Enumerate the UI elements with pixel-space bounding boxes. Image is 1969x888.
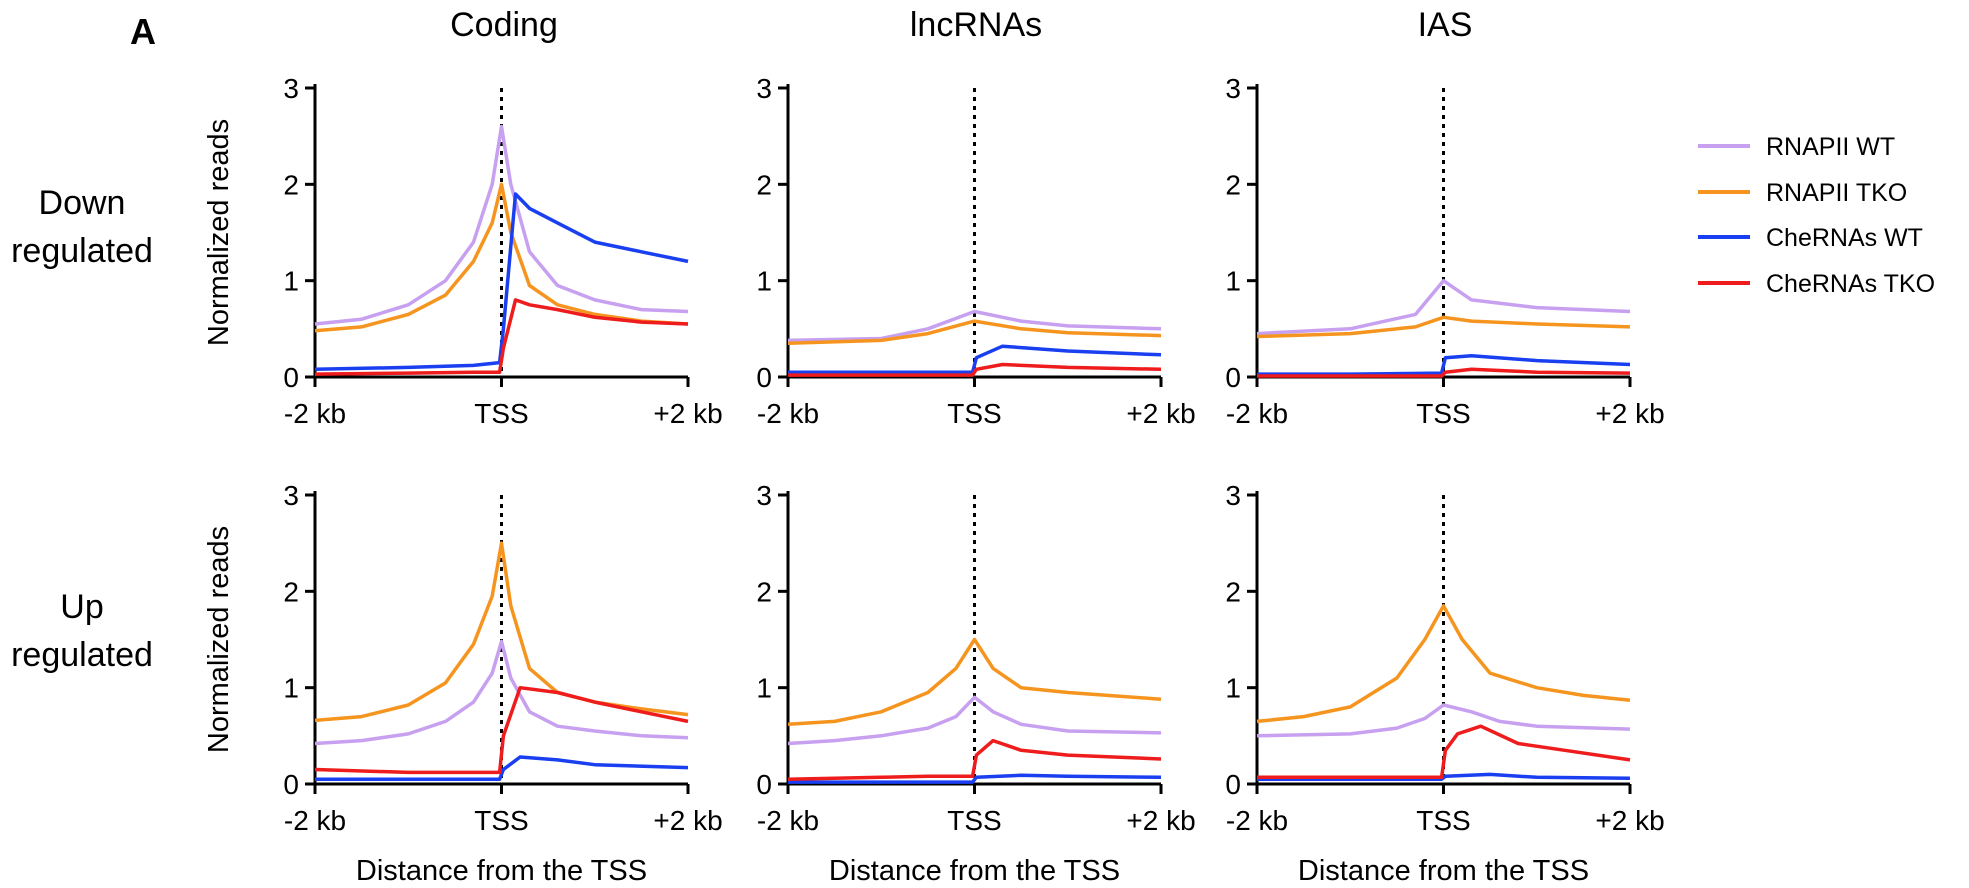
- panel-0-1: 0 1 2 3 -2 kb TSS +2 kb: [756, 73, 1195, 429]
- series-line-rnapii-wt: [787, 695, 1162, 746]
- panel-0-0: 0 1 2 3 -2 kb TSS +2 kb Normalized reads: [203, 73, 723, 429]
- y-tick-label: 2: [1225, 169, 1241, 200]
- y-tick-label: 2: [283, 576, 299, 607]
- series-line-rnapii-wt: [787, 309, 1162, 343]
- x-tick-label: -2 kb: [284, 805, 346, 836]
- y-axis-label: Normalized reads: [203, 526, 235, 753]
- panel-1-0: 0 1 2 3 -2 kb TSS +2 kb Normalized reads Distanc…: [203, 480, 723, 887]
- series-line-chernas-wt: [788, 344, 1162, 374]
- x-tick-label: TSS: [1416, 398, 1470, 429]
- row-label-up-line2: regulated: [11, 636, 153, 674]
- y-tick-label: 2: [1225, 576, 1241, 607]
- legend: RNAPII WT RNAPII TKO CheRNAs WT CheRNAs …: [1698, 133, 1935, 298]
- legend-label-rnapii-tko: RNAPII TKO: [1766, 179, 1907, 207]
- y-tick-label: 1: [756, 673, 772, 704]
- y-tick-label: 2: [756, 576, 772, 607]
- y-tick-label: 3: [283, 480, 299, 511]
- y-axis-label: Normalized reads: [203, 119, 235, 346]
- legend-label-chernas-tko: CheRNAs TKO: [1766, 270, 1935, 298]
- series-line-chernas-wt: [788, 773, 1162, 784]
- y-tick-label: 3: [756, 73, 772, 104]
- y-tick-label: 3: [283, 73, 299, 104]
- y-tick-label: 2: [283, 169, 299, 200]
- series-line-chernas-wt: [1257, 772, 1631, 781]
- y-tick-label: 3: [756, 480, 772, 511]
- x-tick-label: +2 kb: [1595, 805, 1664, 836]
- x-tick-label: TSS: [474, 398, 528, 429]
- series-line-chernas-tko: [314, 685, 689, 775]
- series-line-rnapii-wt: [314, 124, 689, 326]
- column-title-ias: IAS: [1418, 6, 1473, 44]
- panel-letter: A: [130, 11, 156, 52]
- x-tick-label: +2 kb: [1126, 805, 1195, 836]
- x-tick-label: TSS: [947, 398, 1001, 429]
- y-tick-label: 1: [1225, 673, 1241, 704]
- y-tick-label: 1: [1225, 266, 1241, 297]
- y-tick-label: 0: [1225, 362, 1241, 393]
- legend-label-chernas-wt: CheRNAs WT: [1766, 224, 1923, 252]
- series-line-rnapii-tko: [787, 319, 1162, 346]
- x-tick-label: TSS: [1416, 805, 1470, 836]
- x-tick-label: +2 kb: [1595, 398, 1664, 429]
- series-line-chernas-wt: [1257, 354, 1631, 376]
- row-label-down-line1: Down: [39, 184, 126, 222]
- series-line-rnapii-tko: [787, 637, 1162, 727]
- x-tick-label: -2 kb: [284, 398, 346, 429]
- x-tick-label: +2 kb: [653, 398, 722, 429]
- series-line-chernas-tko: [1257, 367, 1631, 378]
- x-tick-label: -2 kb: [757, 398, 819, 429]
- x-axis-label: Distance from the TSS: [356, 855, 647, 887]
- x-tick-label: +2 kb: [1126, 398, 1195, 429]
- column-title-lncrnas: lncRNAs: [910, 6, 1042, 44]
- series-line-rnapii-wt: [1256, 278, 1631, 336]
- y-tick-label: 1: [283, 673, 299, 704]
- series-line-chernas-wt: [315, 755, 689, 781]
- series-line-rnapii-wt: [1256, 703, 1631, 738]
- y-tick-label: 3: [1225, 480, 1241, 511]
- y-tick-label: 3: [1225, 73, 1241, 104]
- series-line-chernas-tko: [787, 738, 1162, 781]
- y-tick-label: 0: [283, 769, 299, 800]
- legend-label-rnapii-wt: RNAPII WT: [1766, 133, 1895, 161]
- series-line-rnapii-wt: [314, 639, 689, 746]
- series-line-chernas-wt: [314, 192, 689, 372]
- series-line-chernas-tko: [314, 298, 689, 376]
- y-tick-label: 1: [756, 266, 772, 297]
- x-tick-label: TSS: [947, 805, 1001, 836]
- panel-0-2: 0 1 2 3 -2 kb TSS +2 kb: [1225, 73, 1664, 429]
- series-line-rnapii-tko: [314, 182, 689, 333]
- y-tick-label: 0: [756, 769, 772, 800]
- x-tick-label: -2 kb: [757, 805, 819, 836]
- column-title-coding: Coding: [450, 6, 558, 44]
- y-tick-label: 0: [756, 362, 772, 393]
- x-tick-label: TSS: [474, 805, 528, 836]
- y-tick-label: 0: [283, 362, 299, 393]
- series-line-rnapii-tko: [1256, 315, 1631, 339]
- row-label-down-line2: regulated: [11, 232, 153, 270]
- series-line-chernas-tko: [1257, 724, 1631, 780]
- x-tick-label: -2 kb: [1226, 805, 1288, 836]
- row-label-up-line1: Up: [60, 588, 103, 626]
- series-line-rnapii-tko: [1256, 604, 1631, 724]
- y-tick-label: 0: [1225, 769, 1241, 800]
- plots-group: 0 1 2 3 -2 kb TSS +2 kb Normalized reads 0 1 2 3 -2 …: [203, 73, 1665, 887]
- x-axis-label: Distance from the TSS: [1298, 855, 1589, 887]
- series-line-chernas-tko: [788, 362, 1162, 377]
- y-tick-label: 2: [756, 169, 772, 200]
- x-tick-label: +2 kb: [653, 805, 722, 836]
- x-axis-label: Distance from the TSS: [829, 855, 1120, 887]
- x-tick-label: -2 kb: [1226, 398, 1288, 429]
- y-tick-label: 1: [283, 266, 299, 297]
